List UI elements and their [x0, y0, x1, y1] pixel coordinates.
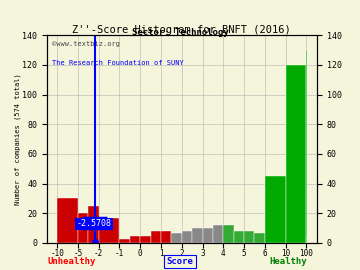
Text: ©www.textbiz.org: ©www.textbiz.org — [52, 41, 120, 47]
Bar — [203, 228, 213, 243]
Bar — [234, 231, 244, 243]
Bar — [161, 231, 171, 243]
Bar — [171, 233, 182, 243]
Bar — [88, 206, 99, 243]
Bar — [255, 233, 265, 243]
Bar — [150, 231, 161, 243]
Title: Z''-Score Histogram for BNFT (2016): Z''-Score Histogram for BNFT (2016) — [72, 25, 291, 35]
Bar — [192, 228, 203, 243]
Bar — [78, 213, 88, 243]
Bar — [213, 225, 223, 243]
Bar — [120, 239, 130, 243]
Bar — [182, 231, 192, 243]
Bar — [57, 198, 78, 243]
Bar — [285, 65, 306, 243]
Bar — [130, 235, 140, 243]
Bar — [99, 218, 120, 243]
Bar — [244, 231, 255, 243]
Bar — [140, 235, 150, 243]
Y-axis label: Number of companies (574 total): Number of companies (574 total) — [14, 73, 21, 205]
Text: Healthy: Healthy — [269, 257, 307, 266]
Text: Score: Score — [167, 257, 193, 266]
Text: The Research Foundation of SUNY: The Research Foundation of SUNY — [52, 60, 184, 66]
Bar — [265, 176, 285, 243]
Text: -2.5708: -2.5708 — [76, 219, 111, 228]
Text: Unhealthy: Unhealthy — [48, 257, 96, 266]
Text: Sector: Technology: Sector: Technology — [132, 28, 228, 37]
Bar — [223, 225, 234, 243]
